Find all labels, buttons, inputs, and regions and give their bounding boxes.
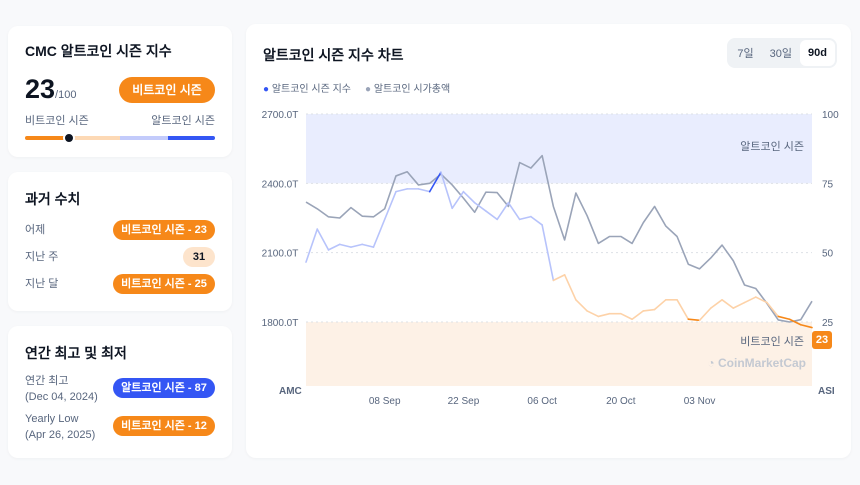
index-line-segment	[417, 188, 431, 193]
left-tick-label: 2400.0T	[262, 179, 299, 190]
x-tick-label: 22 Sep	[448, 396, 480, 407]
history-label-yesterday: 어제	[25, 224, 46, 236]
legend-index[interactable]: ● 알트코인 시즌 지수	[263, 84, 351, 95]
index-line-segment	[687, 318, 701, 322]
index-line-segment	[721, 299, 735, 309]
index-line-segment	[597, 312, 611, 318]
legend: ● 알트코인 시즌 지수 ● 알트코인 시가총액	[263, 80, 450, 95]
index-line-segment	[518, 215, 532, 221]
mcap-line	[305, 154, 813, 323]
history-label-last-week: 지난 주	[25, 251, 59, 263]
index-line-segment	[653, 299, 667, 311]
index-line-segment	[496, 201, 510, 221]
bitcoin-zone	[306, 322, 812, 386]
index-line-segment	[541, 224, 555, 282]
index-line-segment	[620, 312, 633, 321]
legend-mcap[interactable]: ● 알트코인 시가총액	[365, 84, 451, 95]
yearly-card: 연간 최고 및 최저 연간 최고 (Dec 04, 2024) 알트코인 시즌 -…	[8, 326, 232, 458]
index-line-segment	[563, 274, 577, 301]
range-selector: 7일 30일 90d	[727, 38, 837, 68]
chart-svg: 100 2700.0T 75 2400.0T 50 2100.0T 25 1800.0T 08 …	[262, 110, 839, 407]
gauge-knob	[62, 132, 75, 144]
right-tick-label: 50	[822, 249, 834, 260]
index-card: CMC 알트코인 시즌 지수 23/100 비트코인 시즌 비트코인 시즌 알트…	[8, 26, 232, 157]
index-line-segment	[462, 190, 476, 204]
history-card: 과거 수치 어제 비트코인 시즌 - 23 지난 주 31 지난 달 비트코인 …	[8, 172, 232, 311]
index-line-segment	[361, 243, 375, 248]
index-line-segment	[575, 299, 588, 312]
zone-bitcoin-label: 비트코인 시즌	[740, 336, 804, 348]
history-badge-yesterday: 비트코인 시즌 - 23	[113, 220, 215, 240]
history-badge-last-month: 비트코인 시즌 - 25	[113, 274, 215, 294]
yearly-low-badge: 비트코인 시즌 - 12	[113, 416, 215, 436]
index-line-segment	[383, 190, 397, 221]
index-line-segment	[698, 307, 712, 322]
index-line-segment	[485, 210, 498, 221]
index-line-segment	[766, 301, 780, 318]
index-line-segment	[530, 215, 543, 226]
chart-title: 알트코인 시즌 지수 차트	[263, 47, 404, 63]
index-line-segment	[327, 243, 341, 251]
range-30d[interactable]: 30일	[769, 48, 793, 60]
index-line-segment	[372, 218, 386, 248]
left-tick-label: 2100.0T	[262, 249, 299, 260]
index-line-segment	[799, 323, 813, 329]
x-tick-label: 03 Nov	[684, 396, 716, 407]
right-tick-label: 75	[822, 179, 834, 190]
index-line-segment	[440, 171, 453, 210]
index-line-segment	[709, 299, 723, 309]
left-tick-label: 2700.0T	[262, 110, 299, 121]
yearly-title: 연간 최고 및 최저	[25, 345, 127, 361]
left-axis-title: AMC	[279, 386, 302, 397]
index-line-segment	[788, 318, 802, 326]
index-line-segment	[428, 171, 442, 193]
left-tick-label: 1800.0T	[262, 318, 299, 329]
zone-altcoin-label: 알트코인 시즌	[740, 141, 804, 153]
index-line-segment	[473, 201, 487, 212]
season-badge: 비트코인 시즌	[119, 77, 215, 103]
history-label-last-month: 지난 달	[25, 278, 59, 290]
history-badge-last-week: 31	[183, 247, 215, 267]
dot-icon: ●	[263, 84, 270, 95]
right-tick-label: 100	[822, 110, 839, 121]
history-title: 과거 수치	[25, 191, 81, 207]
index-line-segment	[451, 190, 465, 210]
watermark: ◔ CoinMarketCap	[707, 356, 806, 370]
index-line-segment	[395, 188, 408, 193]
index-line-segment	[350, 243, 364, 248]
index-line-segment	[586, 310, 600, 318]
chart-card: 알트코인 시즌 지수 차트 7일 30일 90d ● 알트코인 시즌 지수 ● …	[246, 24, 851, 458]
index-line-segment	[305, 228, 319, 263]
x-tick-label: 20 Oct	[606, 396, 636, 407]
bitcoin-season-label: 비트코인 시즌	[25, 115, 89, 127]
index-line-segment	[732, 301, 746, 309]
cmc-logo-icon: ◔	[707, 356, 715, 370]
index-title: CMC 알트코인 시즌 지수	[25, 43, 172, 59]
yearly-low-label: Yearly Low (Apr 26, 2025)	[25, 413, 96, 441]
index-line-segment	[642, 308, 656, 312]
index-value: 23/100	[25, 74, 77, 104]
index-line-segment	[552, 274, 566, 282]
range-90d[interactable]: 90d	[800, 40, 835, 66]
yearly-high-label: 연간 최고 (Dec 04, 2024)	[25, 375, 98, 403]
index-line-segment	[316, 228, 330, 251]
index-line-segment	[676, 299, 690, 321]
altcoin-season-label: 알트코인 시즌	[151, 115, 215, 127]
index-line-segment	[507, 201, 521, 221]
right-tick-label: 25	[822, 318, 834, 329]
x-tick-label: 08 Sep	[369, 396, 401, 407]
dot-icon: ●	[365, 84, 372, 95]
index-line-segment	[743, 296, 757, 304]
index-line-segment	[754, 296, 768, 304]
index-line-segment	[777, 315, 791, 321]
yearly-high-badge: 알트코인 시즌 - 87	[113, 378, 215, 398]
x-tick-label: 06 Oct	[527, 396, 557, 407]
index-line-segment	[631, 310, 645, 321]
season-gauge	[25, 136, 215, 140]
right-axis-title: ASI	[818, 386, 835, 397]
current-value-tag: 23	[812, 331, 832, 349]
range-7d[interactable]: 7일	[737, 48, 754, 60]
altcoin-zone	[306, 114, 812, 184]
index-line-segment	[338, 243, 352, 248]
